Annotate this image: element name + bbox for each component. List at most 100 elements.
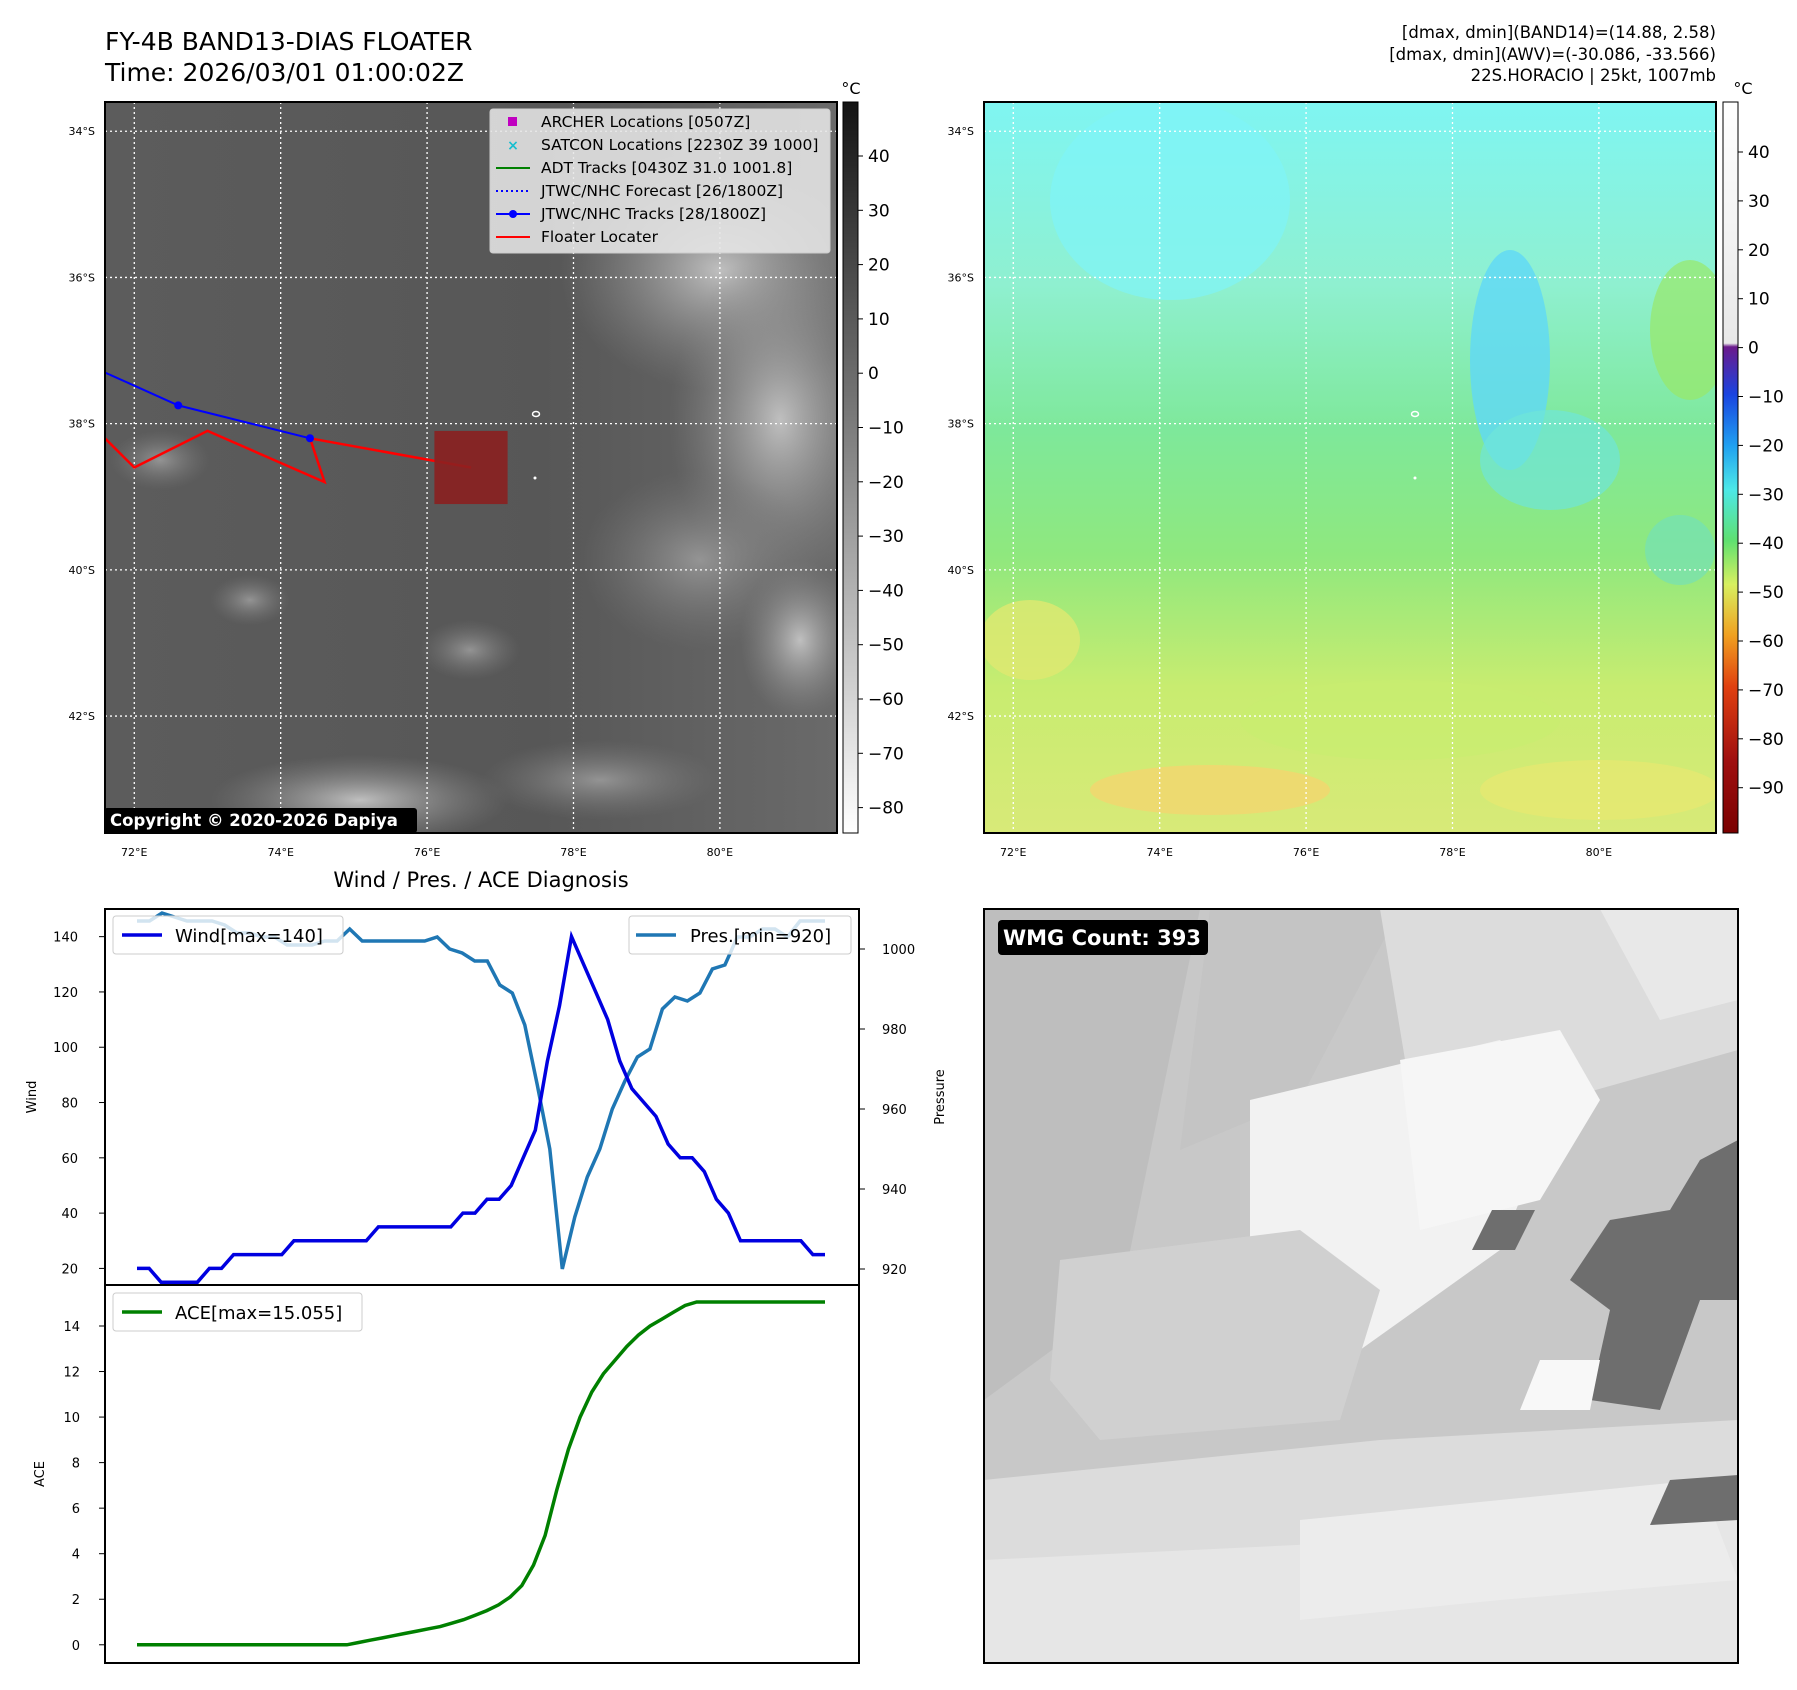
wind-ytick-label: 60	[61, 1152, 78, 1167]
ace-ytick-label: 12	[63, 1366, 80, 1381]
ace-ytick-label: 4	[72, 1548, 80, 1563]
island-marker	[1410, 410, 1420, 418]
info-line-3: 22S.HORACIO | 25kt, 1007mb	[1471, 66, 1716, 85]
ace-ytick-label: 8	[72, 1457, 80, 1472]
wv-lat-label: 42°S	[948, 710, 974, 723]
map-legend: ARCHER Locations [0507Z] × SATCON Location…	[489, 108, 831, 254]
pressure-axis-label: Pressure	[933, 1069, 948, 1125]
wind-ytick-label: 100	[53, 1041, 78, 1056]
info-line-2: [dmax, dmin](AWV)=(-30.086, -33.566)	[1389, 45, 1716, 64]
pres-ytick-label: 960	[882, 1103, 907, 1118]
island-marker	[531, 410, 541, 418]
pres-ytick-label: 1000	[882, 943, 915, 958]
figure-title: FY-4B BAND13-DIAS FLOATER	[105, 27, 473, 56]
wind-ytick-label: 20	[61, 1262, 78, 1277]
ir-panel: 34°S 36°S 38°S 40°S 42°S 72°E 74°E 76°E 78°E 80°…	[69, 101, 838, 859]
ir-lat-label: 42°S	[69, 710, 95, 723]
ir-lon-labels: 72°E 74°E 76°E 78°E 80°E	[121, 846, 733, 859]
colorbar-tick-label: −50	[868, 636, 904, 656]
colorbar-tick-label: −50	[1748, 583, 1784, 603]
ace-legend: ACE[max=15.055]	[112, 1292, 363, 1332]
ace-ytick-label: 14	[63, 1320, 80, 1335]
wind-legend: Wind[max=140]	[112, 915, 344, 955]
colorbar-tick-label: −80	[868, 799, 904, 819]
colorbar-tick-label: −60	[868, 690, 904, 710]
ir-lat-label: 36°S	[69, 271, 95, 284]
wind-ytick-label: 80	[61, 1097, 78, 1112]
wind-ytick-label: 40	[61, 1207, 78, 1222]
legend-label: JTWC/NHC Forecast [26/1800Z]	[540, 182, 783, 200]
legend-entry: JTWC/NHC Forecast [26/1800Z]	[496, 182, 783, 200]
wv-lon-label: 72°E	[1000, 846, 1026, 859]
wind-ytick-label: 120	[53, 986, 78, 1001]
wv-gridlines	[984, 102, 1716, 833]
colorbar-tick-label: −40	[868, 581, 904, 601]
wv-panel: 34°S 36°S 38°S 40°S 42°S 72°E 74°E 76°E 78°E 80°…	[948, 101, 1717, 859]
colorbar-tick-label: −40	[1748, 534, 1784, 554]
copyright-text: Copyright © 2020-2026 Dapiya	[110, 811, 398, 830]
legend-entry: JTWC/NHC Tracks [28/1800Z]	[496, 205, 766, 223]
colorbar-tick-label: −70	[1748, 681, 1784, 701]
wv-lon-label: 74°E	[1146, 846, 1172, 859]
wv-lon-label: 80°E	[1586, 846, 1612, 859]
ace-ytick-label: 2	[72, 1593, 80, 1608]
ace-ytick-label: 0	[72, 1639, 80, 1654]
wv-colorbar: °C 40 30 20 10 0 −10 −20 −30 −40 −50 −60 −70 −80 −90	[1722, 79, 1784, 834]
colorbar-tick-label: 0	[1748, 339, 1759, 359]
colorbar-tick-label: 30	[1748, 192, 1770, 212]
ir-lat-label: 34°S	[69, 125, 95, 138]
colorbar-tick-label: 10	[868, 310, 890, 330]
colorbar-tick-label: −30	[1748, 485, 1784, 505]
legend-entry: Floater Locater	[496, 228, 659, 246]
pres-ytick-label: 920	[882, 1263, 907, 1278]
ace-series-line	[137, 1300, 825, 1647]
ace-ytick-label: 6	[72, 1502, 80, 1517]
diag-title: Wind / Pres. / ACE Diagnosis	[333, 868, 628, 892]
colorbar-tick-label: −60	[1748, 632, 1784, 652]
jtwc-track-point	[174, 401, 183, 410]
legend-marker: ×	[507, 138, 519, 154]
wv-lat-label: 34°S	[948, 125, 974, 138]
legend-entry: × SATCON Locations [2230Z 39 1000]	[507, 136, 818, 154]
colorbar-tick-label: −10	[1748, 388, 1784, 408]
legend-entry: ARCHER Locations [0507Z]	[508, 113, 750, 131]
ir-lon-label: 80°E	[707, 846, 733, 859]
wind-ytick-label: 140	[53, 931, 78, 946]
pres-ytick-label: 940	[882, 1183, 907, 1198]
ir-colorbar: °C 40 30 20 10 0 −10 −20 −30 −40 −50 −60 −70 −80	[841, 79, 904, 834]
legend-label: ARCHER Locations [0507Z]	[541, 113, 750, 131]
wv-lon-label: 76°E	[1293, 846, 1319, 859]
wmg-panel: WMG Count: 393	[983, 908, 1739, 1664]
ace-ytick-label: 10	[63, 1411, 80, 1426]
ace-chart: 0 2 4 6 8 10 12 14 ACE ACE[max=15.055]	[33, 1284, 860, 1664]
ir-lon-label: 78°E	[560, 846, 586, 859]
ir-lat-labels: 34°S 36°S 38°S 40°S 42°S	[69, 125, 95, 723]
copyright-badge	[104, 808, 417, 833]
island-marker	[1413, 476, 1417, 480]
jtwc-track-point	[305, 434, 314, 443]
wv-lon-label: 78°E	[1439, 846, 1465, 859]
wv-lat-label: 38°S	[948, 418, 974, 431]
wmg-count-label: WMG Count: 393	[1003, 926, 1201, 950]
colorbar-tick-label: −80	[1748, 730, 1784, 750]
ir-lon-label: 76°E	[414, 846, 440, 859]
colorbar-tick-label: −30	[868, 527, 904, 547]
pres-ytick-label: 980	[882, 1023, 907, 1038]
wv-lat-label: 40°S	[948, 564, 974, 577]
legend-label: Floater Locater	[541, 228, 659, 246]
ir-lat-label: 38°S	[69, 418, 95, 431]
colorbar-tick-label: −20	[1748, 436, 1784, 456]
ace-axis-label: ACE	[33, 1461, 48, 1487]
pres-legend-label: Pres.[min=920]	[690, 926, 831, 947]
island-marker	[533, 476, 537, 480]
wmg-count-badge	[998, 920, 1208, 955]
colorbar-tick-label: 20	[868, 256, 890, 276]
wv-lon-labels: 72°E 74°E 76°E 78°E 80°E	[1000, 846, 1612, 859]
colorbar-tick-label: −10	[868, 419, 904, 439]
colorbar-tick-label: −20	[868, 473, 904, 493]
floater-box	[434, 430, 508, 505]
colorbar-tick-label: 20	[1748, 241, 1770, 261]
wind-series-line	[137, 930, 825, 1284]
